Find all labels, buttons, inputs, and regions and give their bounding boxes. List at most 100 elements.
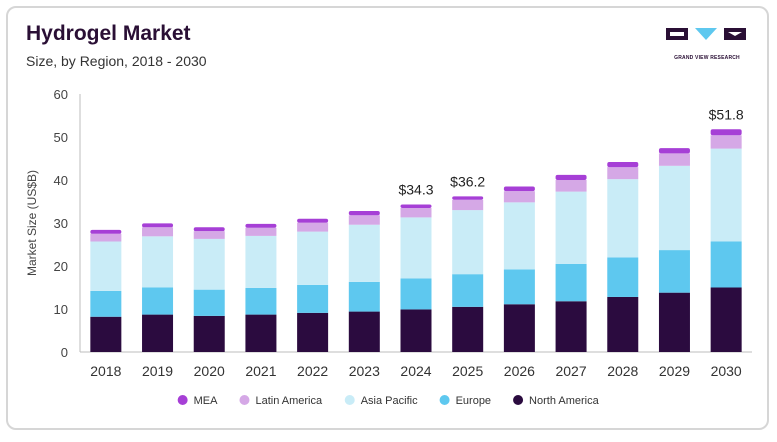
bar-segment-north-america — [142, 314, 174, 352]
bar-segment-asia-pacific — [90, 241, 122, 291]
bar-segment-asia-pacific — [658, 165, 690, 251]
bar-segment-mea — [193, 227, 225, 232]
bar-segment-mea — [348, 210, 380, 216]
x-tick-label: 2020 — [194, 363, 225, 379]
bar-segment-asia-pacific — [555, 191, 587, 264]
bar-segment-latin-america — [607, 167, 639, 180]
bar-segment-asia-pacific — [503, 202, 535, 270]
chart-subtitle: Size, by Region, 2018 - 2030 — [26, 53, 207, 69]
legend-label: Europe — [456, 395, 491, 407]
bar-segment-mea — [90, 229, 122, 234]
legend-item: North America — [513, 395, 600, 407]
bar-segment-north-america — [193, 315, 225, 352]
bar-segment-europe — [297, 284, 329, 313]
bar-segment-latin-america — [400, 207, 432, 218]
legend-label: Latin America — [255, 395, 323, 407]
legend-label: MEA — [194, 395, 219, 407]
bar-segment-mea — [555, 174, 587, 180]
bar-segment-north-america — [400, 309, 432, 352]
data-label: $51.8 — [709, 106, 744, 122]
bar-segment-asia-pacific — [400, 217, 432, 279]
bar-segment-europe — [555, 263, 587, 302]
bar-segment-mea — [658, 148, 690, 154]
x-tick-label: 2029 — [659, 363, 690, 379]
bar-segment-north-america — [555, 301, 587, 352]
bar-segment-latin-america — [710, 135, 742, 149]
legend-item: Latin America — [239, 395, 323, 407]
legend-item: Europe — [439, 395, 491, 407]
bar-segment-mea — [297, 218, 329, 223]
bar-segment-latin-america — [658, 153, 690, 166]
legend-label: Asia Pacific — [361, 395, 418, 407]
y-tick-label: 60 — [54, 87, 68, 102]
bar-segment-latin-america — [193, 231, 225, 239]
bar-segment-europe — [245, 287, 277, 315]
bar-segment-north-america — [658, 292, 690, 352]
x-tick-label: 2023 — [349, 363, 380, 379]
data-label: $34.3 — [398, 182, 433, 198]
legend-swatch — [344, 395, 355, 405]
bar-segment-mea — [400, 204, 432, 208]
legend-swatch — [177, 395, 188, 405]
data-label: $36.2 — [450, 173, 485, 189]
bar-segment-north-america — [90, 316, 122, 352]
bar-segment-latin-america — [90, 233, 122, 242]
bar-segment-latin-america — [452, 199, 484, 211]
legend-swatch — [513, 395, 524, 405]
bar-segment-asia-pacific — [452, 210, 484, 275]
bar-segment-mea — [142, 223, 174, 228]
grand-view-research-logo-icon — [666, 28, 746, 40]
bar-segment-mea — [245, 223, 277, 228]
x-tick-label: 2025 — [452, 363, 483, 379]
bar-segment-latin-america — [555, 180, 587, 192]
y-tick-label: 10 — [54, 302, 68, 317]
bar-segment-asia-pacific — [245, 235, 277, 288]
legend-label: North America — [529, 395, 600, 407]
x-tick-label: 2022 — [297, 363, 328, 379]
y-tick-label: 40 — [54, 173, 68, 188]
chart-card — [6, 6, 769, 430]
bar-segment-europe — [658, 250, 690, 293]
x-tick-label: 2028 — [607, 363, 638, 379]
bar-segment-asia-pacific — [297, 231, 329, 285]
x-tick-label: 2027 — [555, 363, 586, 379]
bar-segment-latin-america — [245, 227, 277, 236]
bar-segment-north-america — [607, 296, 639, 352]
x-tick-label: 2019 — [142, 363, 173, 379]
x-tick-label: 2026 — [504, 363, 535, 379]
bar-segment-asia-pacific — [348, 224, 380, 282]
bar-segment-mea — [607, 161, 639, 168]
y-tick-label: 50 — [54, 130, 68, 145]
legend-swatch — [239, 395, 250, 405]
bar-segment-europe — [607, 257, 639, 297]
bar-segment-asia-pacific — [142, 236, 174, 288]
bar-segment-europe — [193, 289, 225, 316]
y-tick-label: 0 — [61, 345, 68, 360]
legend-item: MEA — [177, 395, 219, 407]
y-tick-label: 20 — [54, 259, 68, 274]
bar-segment-north-america — [348, 311, 380, 352]
bar-segment-north-america — [297, 312, 329, 352]
x-tick-label: 2021 — [245, 363, 276, 379]
logo-text: GRAND VIEW RESEARCH — [674, 55, 740, 61]
bar-segment-mea — [503, 186, 535, 192]
bar-segment-europe — [400, 278, 432, 310]
chart-title: Hydrogel Market — [26, 22, 191, 45]
legend-swatch — [439, 395, 450, 405]
bar-segment-north-america — [245, 314, 277, 352]
bar-segment-mea — [710, 129, 742, 136]
bar-segment-europe — [348, 281, 380, 312]
bar-segment-north-america — [503, 304, 535, 352]
bar-segment-europe — [452, 274, 484, 307]
x-tick-label: 2024 — [400, 363, 431, 379]
y-axis-title: Market Size (US$B) — [25, 170, 39, 276]
bar-segment-latin-america — [503, 191, 535, 203]
bar-segment-north-america — [452, 306, 484, 352]
y-tick-label: 30 — [54, 216, 68, 231]
bar-segment-mea — [452, 196, 484, 200]
x-tick-label: 2018 — [90, 363, 121, 379]
bar-segment-latin-america — [297, 222, 329, 232]
bar-segment-europe — [90, 290, 122, 317]
bar-segment-asia-pacific — [710, 148, 742, 242]
